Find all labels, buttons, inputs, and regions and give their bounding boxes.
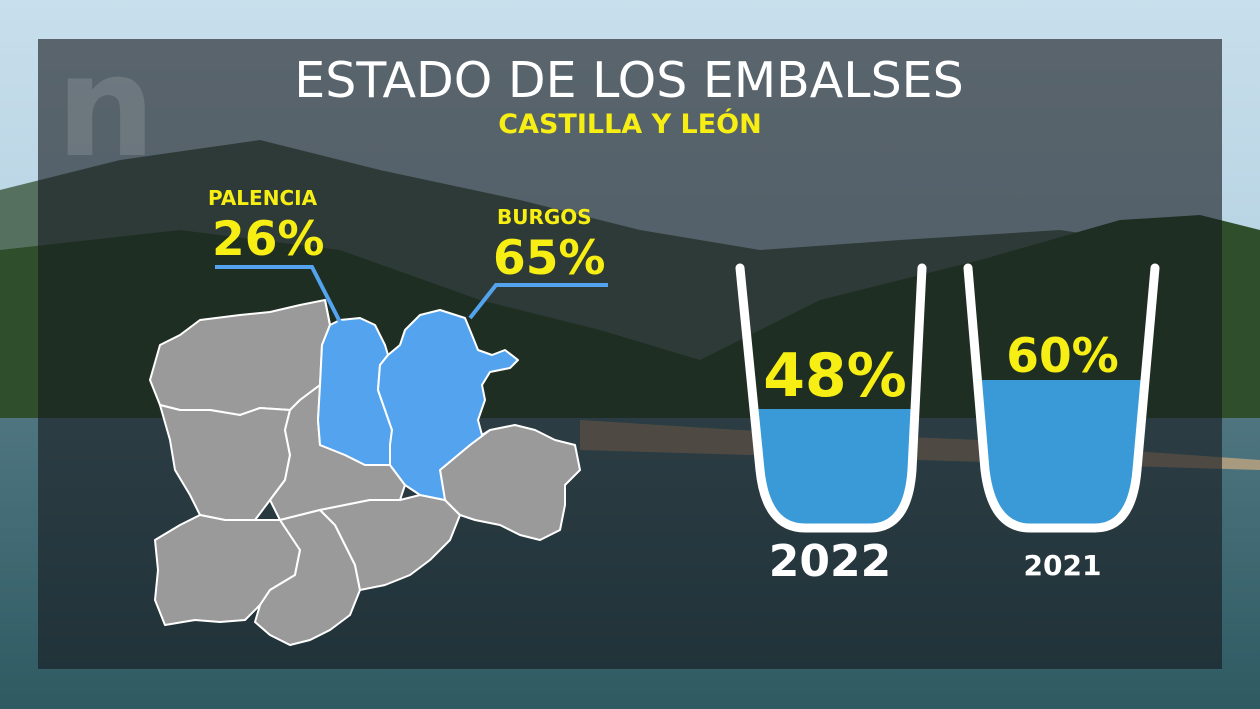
year-2022-label: 2022 [768, 536, 892, 587]
castilla-leon-map [149, 299, 581, 646]
page-title: ESTADO DE LOS EMBALSES [294, 52, 964, 109]
province-segovia [319, 494, 461, 591]
province-soria [439, 424, 581, 541]
burgos-leader-line [468, 283, 608, 320]
palencia-leader-line [215, 265, 342, 323]
glass-2021 [963, 263, 1160, 533]
burgos-percent: 65% [493, 231, 606, 286]
palencia-label: PALENCIA [208, 186, 318, 210]
burgos-label: BURGOS [497, 205, 592, 229]
glass-2021-percent: 60% [1006, 329, 1119, 384]
year-2021-label: 2021 [1023, 549, 1102, 582]
glass-2022-percent: 48% [763, 341, 907, 411]
water-fill-2021 [968, 380, 1155, 528]
palencia-percent: 26% [212, 212, 325, 267]
province-burgos [377, 309, 519, 501]
glass-2022 [735, 263, 927, 533]
n-logo-icon: n [56, 26, 156, 189]
page-subtitle: CASTILLA Y LEÓN [498, 109, 762, 140]
